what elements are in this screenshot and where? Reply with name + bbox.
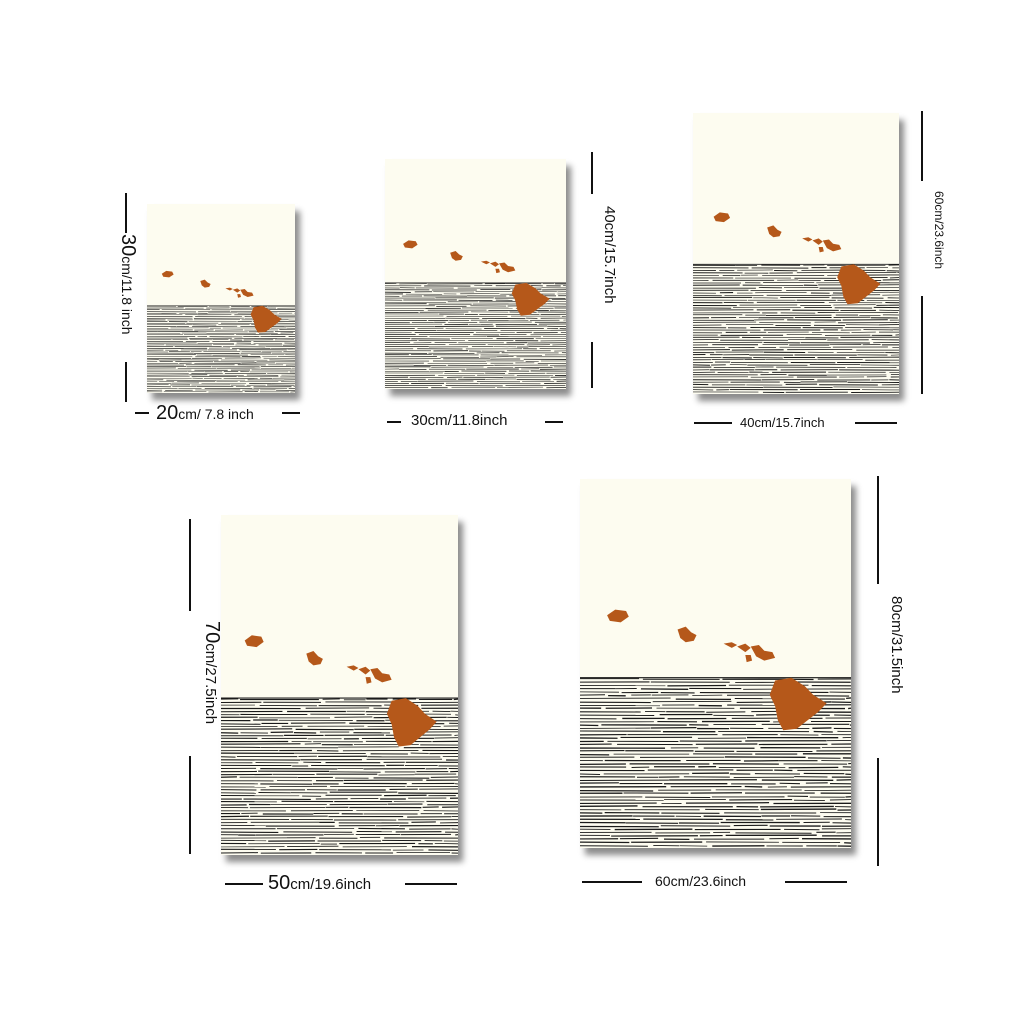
ocean-line-texture [580,678,851,847]
island-shape [713,212,731,223]
width-label-20cm: 20cm/ 7.8 inch [156,402,254,424]
width-dimension-line [582,881,642,883]
height-dimension-line [125,193,127,233]
island-shape [607,609,629,623]
island-shape [244,635,264,648]
height-dimension-line [125,362,127,402]
island-shape [370,668,392,683]
island-shape [822,239,842,252]
width-dimension-line [694,422,732,424]
island-shape [250,305,282,333]
canvas-print-20x30 [147,204,295,393]
island-shape [802,237,813,242]
island-shape [346,665,359,671]
height-label-40cm: 40cm/15.7inch [601,206,618,304]
island-shape [737,643,751,653]
height-dimension-line [591,342,593,388]
hawaii-islands-artwork [221,635,458,854]
width-label-40cm: 40cm/15.7inch [740,415,825,430]
canvas-print-40x60 [693,113,899,394]
height-dimension-line [921,296,923,394]
width-dimension-line [855,422,897,424]
island-shape [237,294,241,298]
canvas-print-50x70 [221,515,458,855]
island-shape [232,288,241,293]
island-shape [480,260,490,265]
hawaii-islands-artwork [385,240,566,389]
island-shape [495,268,500,274]
height-label-70cm: 70cm/27.5inch [201,621,223,725]
island-shape [403,240,418,249]
island-shape [837,264,881,305]
print-artwork [147,204,295,393]
island-shape [818,247,824,253]
island-shape [240,289,254,298]
height-dimension-line [877,758,879,866]
canvas-print-30x40 [385,159,566,389]
print-artwork [221,515,458,855]
width-dimension-line [405,883,457,885]
hawaii-islands-artwork [147,270,295,393]
print-artwork [385,159,566,389]
island-shape [306,651,323,666]
island-shape [386,698,437,747]
island-shape [200,279,211,288]
height-dimension-line [189,519,191,611]
island-shape [723,642,738,648]
island-shape [161,270,174,278]
island-shape [450,251,463,261]
island-shape [769,677,827,731]
height-dimension-line [921,111,923,181]
width-dimension-line [545,421,563,423]
height-label-30cm: 30cm/11.8 inch [117,234,139,335]
island-shape [365,677,372,684]
width-dimension-line [225,883,263,885]
island-shape [499,262,516,273]
island-shape [677,626,697,643]
print-artwork [693,113,899,394]
hawaii-islands-artwork [580,609,851,847]
height-dimension-line [591,152,593,194]
island-shape [750,645,776,661]
island-shape [511,282,550,316]
width-label-50cm: 50cm/19.6inch [268,872,372,894]
ocean-line-texture [147,305,295,393]
height-label-60cm: 60cm/23.6inch [932,191,946,270]
hawaii-islands-artwork [693,212,899,393]
island-shape [358,666,371,675]
width-dimension-line [785,881,847,883]
width-dimension-line [387,421,401,423]
width-dimension-line [282,412,300,414]
island-shape [745,654,753,663]
height-dimension-line [877,476,879,584]
island-shape [225,287,233,291]
print-artwork [580,479,851,848]
width-dimension-line [135,412,149,414]
height-dimension-line [189,756,191,854]
canvas-print-60x80 [580,479,851,848]
island-shape [767,225,782,238]
island-shape [812,238,823,245]
height-label-80cm: 80cm/31.5inch [888,596,905,694]
width-label-30cm: 30cm/11.8inch [411,412,508,429]
island-shape [489,261,500,267]
width-label-60cm: 60cm/23.6inch [655,873,747,889]
